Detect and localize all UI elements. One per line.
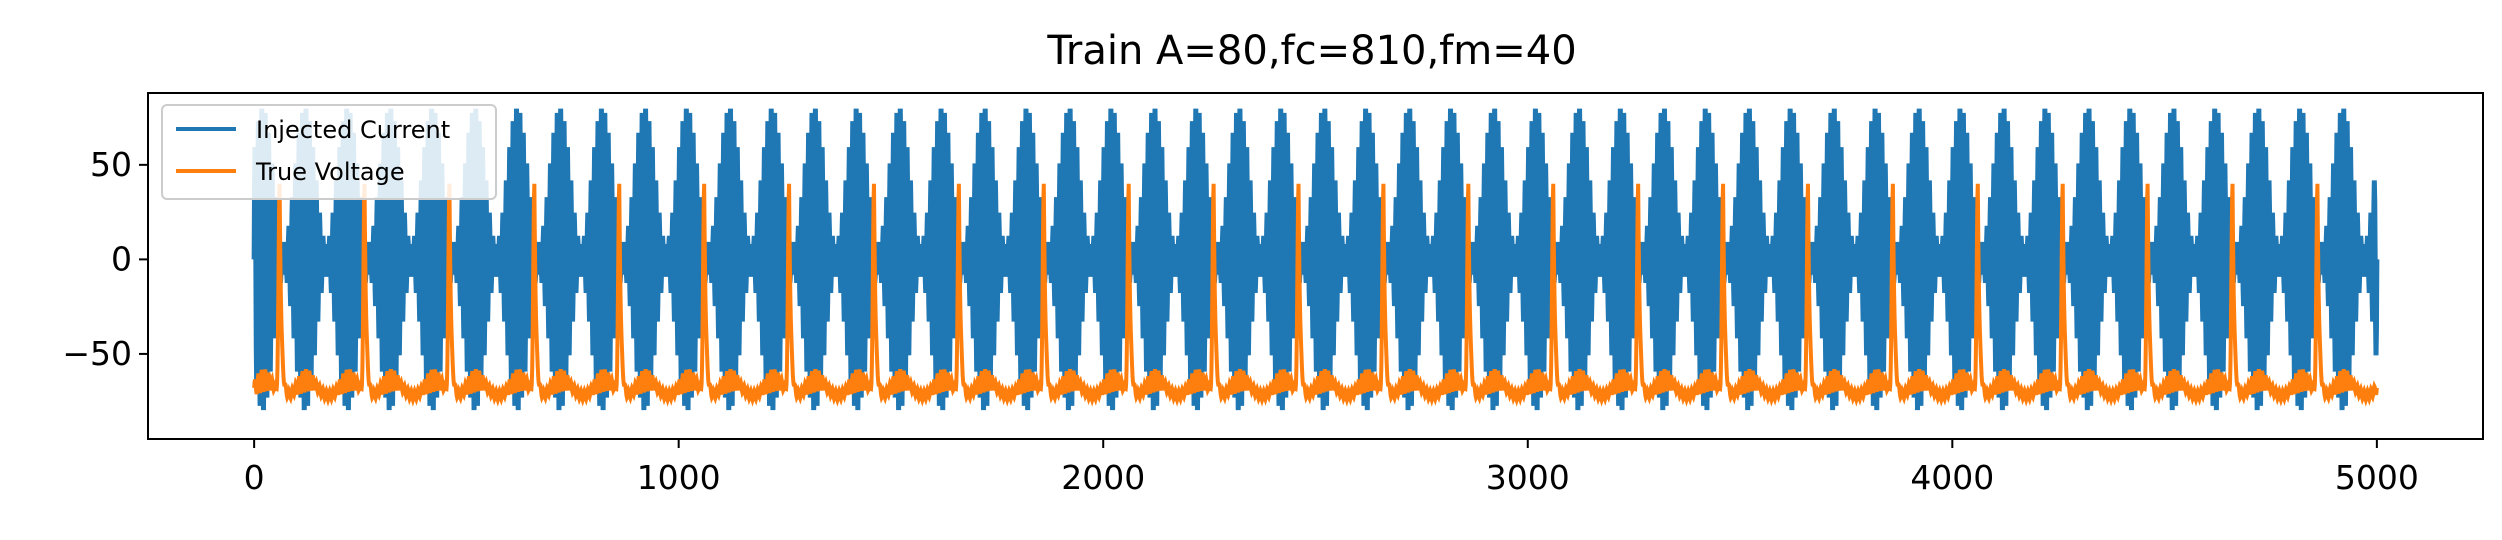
- plot-frame: [147, 92, 2484, 440]
- x-axis: 0 1000 2000 3000 4000 5000: [244, 439, 2419, 497]
- x-tick-label: 0: [244, 458, 265, 497]
- series-layer: [251, 108, 2380, 411]
- y-tick-label: 0: [111, 239, 132, 278]
- y-tick-label: −50: [62, 334, 132, 373]
- y-axis: −50 0 50: [62, 145, 148, 373]
- x-tick-label: 4000: [1910, 458, 1994, 497]
- legend: Injected Current True Voltage: [161, 104, 497, 200]
- legend-label-true-voltage: True Voltage: [255, 158, 405, 186]
- x-tick-label: 3000: [1486, 458, 1570, 497]
- series-line-true-voltage: [252, 183, 2379, 407]
- series-line-injected-current: [251, 108, 2380, 411]
- legend-box: [161, 104, 497, 200]
- y-tick-label: 50: [90, 145, 132, 184]
- x-tick-label: 5000: [2335, 458, 2419, 497]
- x-tick-label: 1000: [637, 458, 721, 497]
- x-tick-label: 2000: [1061, 458, 1145, 497]
- legend-label-injected-current: Injected Current: [256, 116, 450, 144]
- chart-title: Train A=80,fc=810,fm=40: [1046, 28, 1576, 74]
